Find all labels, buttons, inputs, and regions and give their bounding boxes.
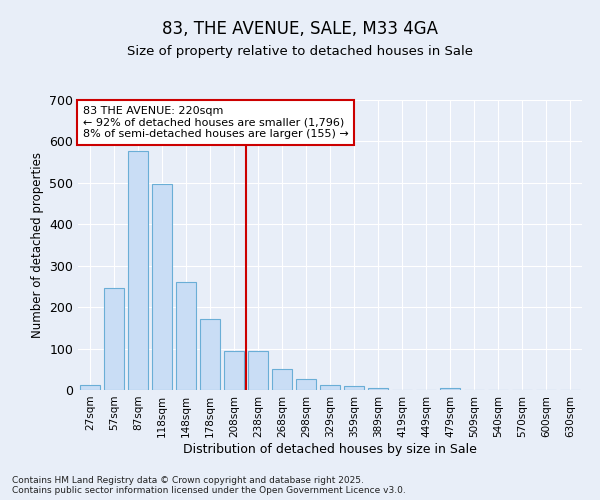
Bar bbox=[272, 369, 292, 390]
Text: 83 THE AVENUE: 220sqm
← 92% of detached houses are smaller (1,796)
8% of semi-de: 83 THE AVENUE: 220sqm ← 92% of detached … bbox=[83, 106, 349, 139]
Bar bbox=[368, 388, 388, 390]
Y-axis label: Number of detached properties: Number of detached properties bbox=[31, 152, 44, 338]
Bar bbox=[440, 388, 460, 390]
X-axis label: Distribution of detached houses by size in Sale: Distribution of detached houses by size … bbox=[183, 442, 477, 456]
Bar bbox=[80, 384, 100, 390]
Bar bbox=[248, 350, 268, 390]
Bar bbox=[200, 318, 220, 390]
Bar bbox=[296, 379, 316, 390]
Bar bbox=[224, 350, 244, 390]
Bar bbox=[176, 282, 196, 390]
Text: 83, THE AVENUE, SALE, M33 4GA: 83, THE AVENUE, SALE, M33 4GA bbox=[162, 20, 438, 38]
Bar bbox=[320, 385, 340, 390]
Bar bbox=[128, 150, 148, 390]
Bar bbox=[104, 288, 124, 390]
Text: Contains HM Land Registry data © Crown copyright and database right 2025.
Contai: Contains HM Land Registry data © Crown c… bbox=[12, 476, 406, 495]
Bar bbox=[344, 386, 364, 390]
Text: Size of property relative to detached houses in Sale: Size of property relative to detached ho… bbox=[127, 45, 473, 58]
Bar bbox=[152, 184, 172, 390]
